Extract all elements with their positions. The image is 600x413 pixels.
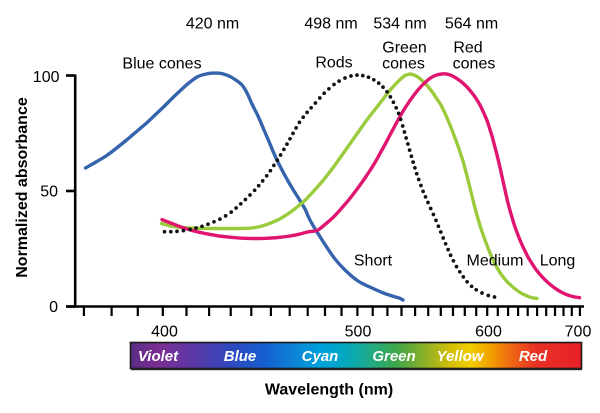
svg-text:Long: Long: [540, 253, 576, 270]
svg-text:Medium: Medium: [467, 253, 524, 270]
svg-text:Violet: Violet: [138, 348, 179, 365]
svg-text:Cyan: Cyan: [302, 348, 339, 365]
svg-text:Normalized absorbance: Normalized absorbance: [14, 97, 31, 278]
svg-text:600: 600: [475, 324, 502, 341]
svg-text:400: 400: [151, 324, 178, 341]
svg-text:498 nm: 498 nm: [304, 16, 357, 33]
svg-text:Blue: Blue: [224, 348, 257, 365]
svg-text:Wavelength (nm): Wavelength (nm): [265, 382, 393, 399]
svg-text:100: 100: [33, 69, 60, 86]
svg-text:Rods: Rods: [315, 55, 352, 72]
svg-text:Red: Red: [519, 348, 548, 365]
svg-text:564 nm: 564 nm: [445, 16, 498, 33]
svg-text:50: 50: [40, 184, 58, 201]
svg-text:cones: cones: [382, 56, 425, 73]
svg-text:Red: Red: [453, 40, 482, 57]
svg-text:Green: Green: [382, 40, 426, 57]
svg-text:420 nm: 420 nm: [186, 16, 239, 33]
svg-text:Short: Short: [354, 253, 393, 270]
svg-text:500: 500: [345, 324, 372, 341]
svg-text:Yellow: Yellow: [437, 348, 485, 365]
svg-text:700: 700: [565, 324, 592, 341]
svg-text:Blue cones: Blue cones: [122, 56, 201, 73]
svg-text:cones: cones: [453, 56, 496, 73]
svg-text:Green: Green: [372, 348, 415, 365]
svg-text:0: 0: [49, 299, 58, 316]
svg-text:534 nm: 534 nm: [373, 16, 426, 33]
